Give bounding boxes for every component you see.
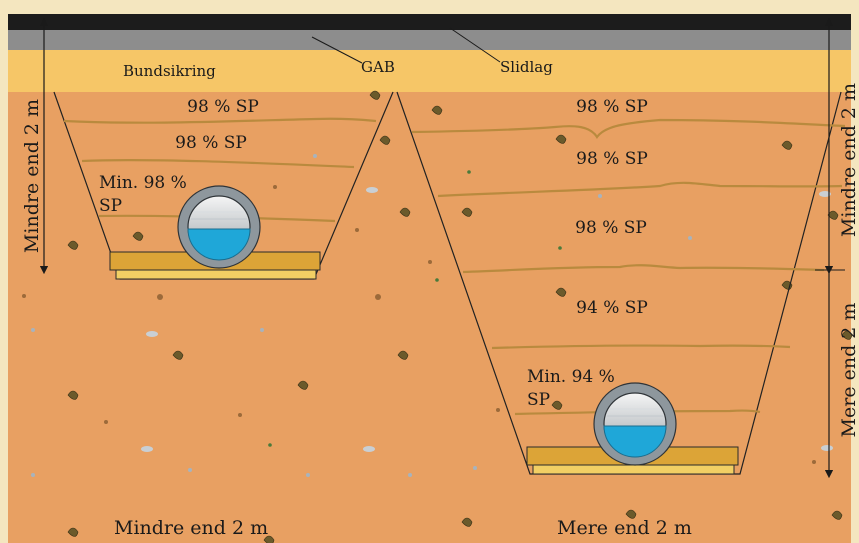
slidlag-leader-line — [449, 27, 501, 63]
gab-layer — [8, 30, 851, 50]
right-trench: 98 % SP 98 % SP 98 % SP 94 % SP Min. 94 … — [396, 91, 846, 539]
right-compaction-line — [411, 118, 846, 139]
left-zone-label: 98 % SP — [175, 133, 247, 153]
right-zone-label: 94 % SP — [576, 298, 648, 318]
right-lower-depth-label: Mere end 2 m — [838, 303, 859, 438]
right-zone-label: 98 % SP — [575, 218, 647, 238]
right-zone-label: 98 % SP — [576, 149, 648, 169]
right-compaction-line — [514, 409, 761, 416]
left-zone-label: 98 % SP — [187, 97, 259, 117]
left-depth-dimension: Mindre end 2 m — [21, 17, 49, 275]
right-bedding-lower — [532, 464, 735, 475]
slidlag-label: Slidlag — [500, 58, 553, 76]
layer-callouts: Bundsikring GAB Slidlag — [123, 27, 553, 80]
left-depth-label: Mindre end 2 m — [21, 99, 43, 253]
right-depth-dimension: Mindre end 2 m Mere end 2 m — [815, 17, 859, 479]
left-trench: 98 % SP 98 % SP Min. 98 % SP Mindre end … — [53, 91, 394, 539]
left-compaction-line — [81, 158, 355, 169]
left-pipe-zone-label: Min. 98 % — [99, 173, 187, 193]
gab-leader-line — [311, 36, 363, 64]
right-pipe-zone-label: Min. 94 % — [527, 367, 615, 387]
left-pipe-icon — [177, 185, 261, 269]
right-caption: Mere end 2 m — [557, 517, 692, 539]
left-compaction-line — [63, 117, 377, 124]
right-pipe-zone-label-2: SP — [527, 390, 550, 410]
right-compaction-line — [462, 264, 825, 274]
right-compaction-line — [437, 181, 843, 198]
gab-label: GAB — [361, 58, 395, 76]
left-pipe-zone-label-2: SP — [99, 196, 122, 216]
slidlag-layer — [8, 14, 851, 30]
left-bedding-lower — [115, 269, 317, 280]
right-compaction-line — [491, 344, 791, 350]
right-pipe-icon — [593, 382, 677, 466]
bundsikring-layer — [8, 50, 851, 92]
right-upper-depth-label: Mindre end 2 m — [838, 83, 859, 237]
right-zone-label: 98 % SP — [576, 97, 648, 117]
left-caption: Mindre end 2 m — [114, 517, 268, 539]
bundsikring-label: Bundsikring — [123, 62, 216, 80]
